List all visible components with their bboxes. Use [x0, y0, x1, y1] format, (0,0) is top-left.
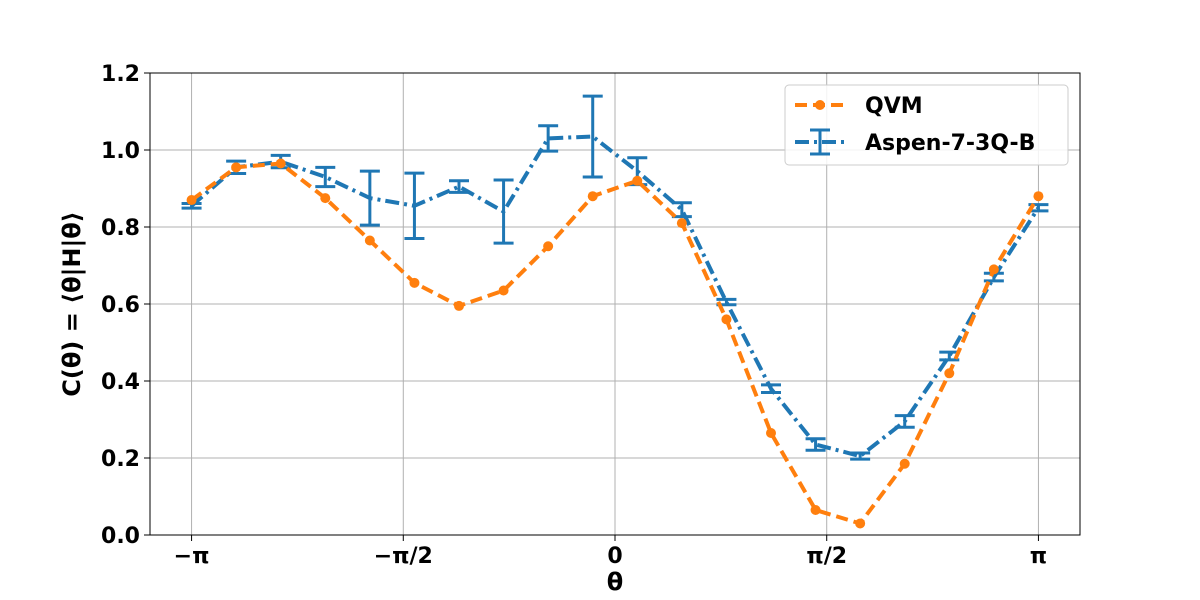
data-point [498, 285, 509, 296]
legend-box [784, 84, 1069, 166]
legend-label: Aspen-7-3Q-B [865, 131, 1035, 156]
x-axis-label: θ [607, 568, 624, 596]
data-point [409, 277, 420, 288]
x-tick-label: π/2 [806, 544, 847, 569]
data-point [1033, 191, 1044, 202]
x-tick-label: −π [174, 544, 210, 569]
legend: QVM Aspen-7-3Q-B [784, 84, 1069, 166]
y-tick-label: 1.0 [101, 139, 140, 164]
legend-marker [815, 100, 825, 110]
y-tick-label: 0.6 [101, 293, 140, 318]
x-tick-label: 0 [607, 544, 622, 569]
legend-item: QVM [795, 94, 923, 119]
x-tick-label: π [1030, 544, 1047, 569]
axis-ticks: −π −π/2 0 π/2 π 0.0 0.2 0.4 0.6 0.8 1.0 1.2 [101, 62, 1047, 569]
data-point [855, 518, 866, 529]
data-point [275, 158, 286, 169]
y-axis-label: C(θ) = ⟨θ|H|θ⟩ [58, 211, 86, 396]
data-point [721, 314, 732, 325]
plot-series [181, 94, 1049, 529]
data-point [676, 218, 687, 229]
data-point [320, 193, 331, 204]
data-point [899, 458, 910, 469]
data-point [765, 427, 776, 438]
data-point [810, 504, 821, 515]
series-qvm [186, 158, 1044, 529]
data-point [186, 195, 197, 206]
y-tick-label: 0.0 [101, 524, 140, 549]
y-tick-label: 1.2 [101, 62, 140, 87]
data-point [364, 235, 375, 246]
y-tick-label: 0.2 [101, 447, 140, 472]
y-tick-label: 0.4 [101, 370, 140, 395]
series-line [190, 161, 1041, 526]
data-point [231, 162, 242, 173]
data-point [454, 300, 465, 311]
legend-label: QVM [865, 94, 923, 119]
data-point [587, 191, 598, 202]
x-tick-label: −π/2 [374, 544, 433, 569]
data-point [543, 241, 554, 252]
legend-item: Aspen-7-3Q-B [795, 128, 1035, 156]
y-tick-label: 0.8 [101, 216, 140, 241]
data-point [632, 175, 643, 186]
data-point [988, 264, 999, 275]
data-point [944, 368, 955, 379]
